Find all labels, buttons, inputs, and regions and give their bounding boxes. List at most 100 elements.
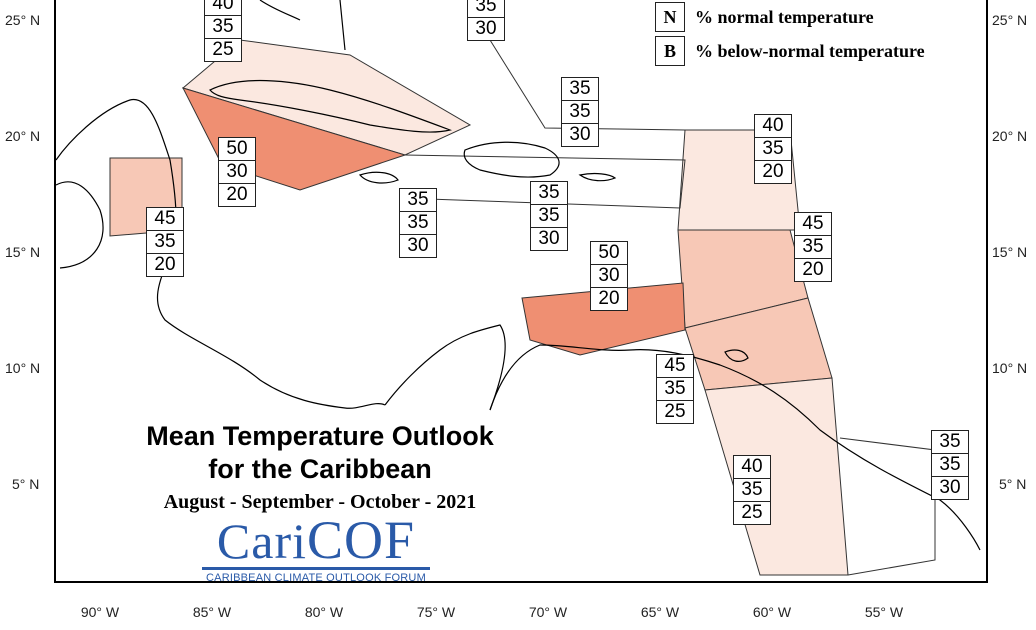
lon-label: 75° W [417,604,456,620]
prob-box-jamaica: 35 35 30 [399,188,437,258]
jamaica-coast [358,171,399,184]
forecast-period: August - September - October - 2021 [163,491,477,513]
prob-below: 25 [212,39,234,60]
logo-tagline: CARIBBEAN CLIMATE OUTLOOK FORUM [206,572,426,584]
prob-above: 45 [795,213,831,236]
prob-above: 35 [468,0,504,18]
lon-label: 60° W [753,604,792,620]
lon-label: 90° W [81,604,120,620]
lat-label-right: 10° N [992,360,1027,376]
region-abc-islands [521,282,686,356]
logo-wordmark-part1: Cari [216,513,308,569]
lat-label-left: 25° N [5,12,40,28]
prob-normal: 35 [147,231,183,254]
prob-normal: 35 [562,101,598,124]
prob-normal: 35 [400,212,436,235]
prob-below: 25 [741,502,763,523]
prob-normal: 35 [734,479,770,502]
hispaniola-coast [463,141,560,178]
prob-normal: 35 [205,16,241,39]
lat-label-left: 20° N [5,128,40,144]
central-america-coast [55,99,386,409]
logo-wordmark: CariCOF [196,513,436,569]
lat-label-left: 5° N [12,476,39,492]
prob-above: 40 [734,456,770,479]
prob-normal: 35 [657,378,693,401]
lon-label: 85° W [193,604,232,620]
axis-labels: 90° W 85° W 80° W 75° W 70° W 65° W 60° … [5,12,1027,620]
prob-normal: 35 [932,454,968,477]
prob-below: 20 [802,259,824,280]
legend-key: B [655,36,685,66]
prob-below: 20 [154,254,176,275]
prob-below: 30 [538,228,560,249]
prob-above: 35 [562,78,598,101]
prob-box-belize: 45 35 20 [146,207,184,277]
title-line-2: for the Caribbean [208,454,432,484]
prob-below: 20 [598,288,620,309]
prob-box-trinidad: 45 35 25 [656,354,694,424]
prob-above: 50 [591,242,627,265]
prob-normal: 35 [531,205,567,228]
prob-box-bahamas-north: 40 35 25 [204,0,242,62]
prob-box-french-guiana: 35 35 30 [931,430,969,500]
prob-above: 40 [755,115,791,138]
prob-box-windward: 45 35 20 [794,212,832,282]
caricof-logo: CariCOF CARIBBEAN CLIMATE OUTLOOK FORUM [196,513,436,584]
lon-label: 70° W [529,604,568,620]
prob-above: 45 [657,355,693,378]
cuba-coast [209,79,453,133]
legend: N % normal temperature B % below-normal … [655,0,925,68]
lat-label-left: 15° N [5,244,40,260]
prob-below: 30 [407,235,429,256]
lon-label: 55° W [865,604,904,620]
prob-box-guyana: 40 35 25 [733,455,771,525]
prob-above: 50 [219,138,255,161]
legend-row-normal: N % normal temperature [655,0,925,34]
legend-text: % below-normal temperature [695,40,925,61]
forecast-regions [109,39,936,576]
puerto-rico-coast [578,172,617,182]
prob-normal: 30 [219,161,255,184]
colombia-coast [384,324,506,411]
lat-label-right: 25° N [992,12,1027,28]
region-french-guiana-outline [839,437,936,576]
lon-label: 80° W [305,604,344,620]
prob-box-hispaniola: 35 35 30 [530,181,568,251]
region-bahamas-east-outline [489,39,686,131]
prob-box-abc-islands: 50 30 20 [590,241,628,311]
prob-below: 20 [762,161,784,182]
legend-key: N [655,2,685,32]
logo-wordmark-part2: COF [307,510,416,570]
lon-label: 65° W [641,604,680,620]
map-title: Mean Temperature Outlook for the Caribbe… [100,420,540,486]
legend-text: % normal temperature [695,6,874,27]
prob-above: 45 [147,208,183,231]
lat-label-left: 10° N [5,360,40,376]
prob-below: 30 [569,124,591,145]
lat-label-right: 15° N [992,244,1027,260]
prob-normal: 35 [755,138,791,161]
prob-box-leeward: 40 35 20 [754,114,792,184]
prob-box-bahamas-east: 35 30 [467,0,505,41]
prob-below: 30 [939,477,961,498]
prob-normal: 35 [795,236,831,259]
florida-coast [259,0,346,51]
prob-above: 40 [205,0,241,16]
prob-box-turks-caicos: 35 35 30 [561,77,599,147]
lat-label-right: 5° N [999,476,1026,492]
logo-underline [202,567,430,570]
prob-above: 35 [531,182,567,205]
lat-label-right: 20° N [992,128,1027,144]
prob-below: 20 [226,184,248,205]
trinidad-coast [724,349,749,362]
prob-normal: 30 [591,265,627,288]
prob-above: 35 [400,189,436,212]
title-line-1: Mean Temperature Outlook [146,421,494,451]
yucatan-coast [55,181,104,269]
prob-above: 35 [932,431,968,454]
prob-normal: 30 [475,18,497,39]
prob-box-cuba-east: 50 30 20 [218,137,256,207]
prob-below: 25 [664,401,686,422]
